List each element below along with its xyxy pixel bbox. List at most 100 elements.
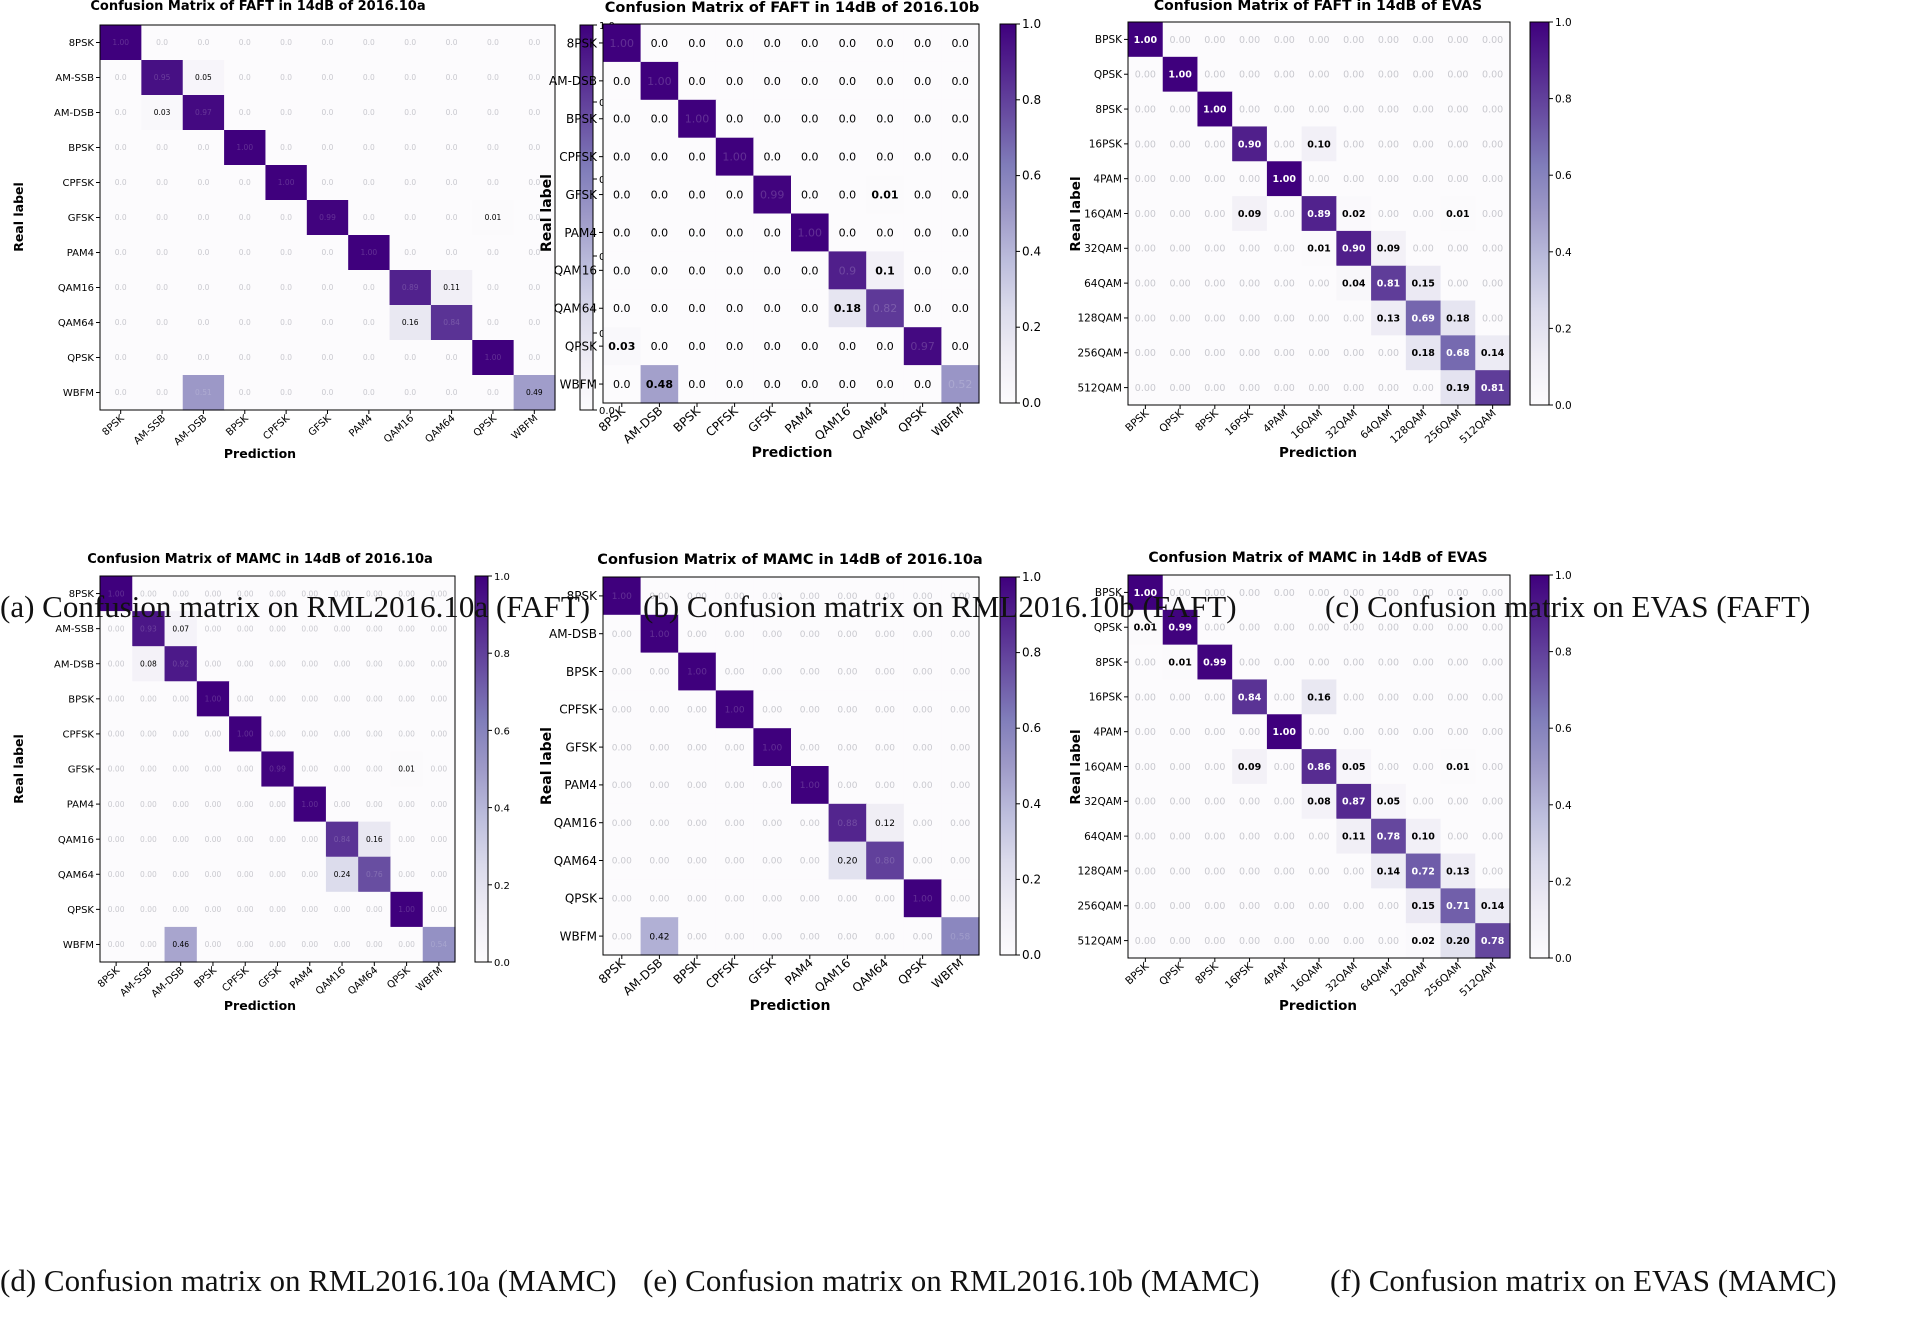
cell-label: 1.00 (1273, 174, 1297, 185)
x-tick-label: CPFSK (703, 403, 741, 439)
cell-label: 0.0 (115, 388, 127, 397)
heatmap-cell (1162, 783, 1199, 820)
chart-title: Confusion Matrix of FAFT in 14dB of 2016… (605, 0, 980, 16)
cell-label: 0.00 (1204, 797, 1225, 808)
heatmap-cell (1232, 91, 1268, 128)
cell-label: 0.00 (687, 592, 707, 602)
cell-label: 0.87 (1342, 797, 1365, 808)
heatmap-cell (1128, 575, 1164, 611)
x-tick-label: QPSK (895, 403, 929, 436)
heatmap-cell (1162, 714, 1199, 750)
heatmap-cell (229, 786, 262, 823)
cell-label: 0.00 (1170, 139, 1191, 150)
cell-label: 0.0 (156, 388, 168, 397)
heatmap-cell (715, 175, 754, 215)
x-tick-label: 16QAM (1289, 960, 1325, 994)
heatmap-cell (1371, 196, 1407, 232)
heatmap-cell (293, 681, 327, 717)
x-axis-label: Prediction (1279, 998, 1357, 1014)
heatmap-cell (100, 340, 142, 376)
heatmap-cell (903, 99, 942, 139)
cell-label: 0.00 (1308, 901, 1329, 912)
heatmap-cell (513, 270, 556, 306)
cell-label: 0.00 (913, 743, 933, 753)
heatmap-cell (182, 60, 225, 96)
cell-label: 0.0 (404, 178, 416, 187)
cell-label: 0.00 (800, 630, 820, 640)
cell-label: 0.0 (363, 178, 375, 187)
heatmap-cell (791, 175, 830, 215)
cell-label: 0.0 (528, 248, 540, 257)
heatmap-cell (1301, 714, 1337, 750)
heatmap-cell (141, 60, 184, 96)
heatmap-cell (389, 305, 432, 341)
cell-label: 0.0 (876, 113, 894, 126)
heatmap-cell (1336, 91, 1372, 128)
heatmap-cell (100, 235, 142, 271)
cell-label: 0.00 (1274, 209, 1295, 220)
cell-label: 0.00 (431, 730, 448, 739)
heatmap-cell (229, 891, 262, 928)
heatmap-cell (348, 305, 391, 341)
heatmap-cell (1266, 923, 1303, 959)
cell-label: 0.00 (649, 668, 669, 678)
heatmap-cell (390, 611, 424, 647)
heatmap-cell (1440, 161, 1476, 197)
cell-label: 0.0 (528, 213, 540, 222)
heatmap-cell (196, 856, 230, 893)
heatmap-cell (265, 235, 308, 271)
cell-label: 0.00 (205, 589, 222, 598)
cell-label: 0.0 (651, 189, 669, 202)
heatmap-cell (1475, 91, 1511, 128)
cell-label: 0.0 (651, 264, 669, 277)
heatmap-cell (1475, 265, 1511, 302)
y-tick-label: 64QAM (1084, 831, 1122, 843)
heatmap-cell (1301, 161, 1337, 197)
cell-label: 0.00 (1343, 383, 1364, 394)
heatmap-cell (164, 926, 198, 963)
cell-label: 0.00 (1482, 35, 1503, 46)
heatmap-cell (164, 751, 198, 788)
cell-label: 1.00 (685, 113, 710, 126)
cell-label: 0.00 (687, 706, 707, 716)
y-tick-label: 8PSK (69, 589, 95, 600)
heatmap-cell (1440, 853, 1476, 889)
y-tick-label: 16QAM (1084, 761, 1122, 773)
cell-label: 0.0 (363, 353, 375, 362)
cell-label: 0.00 (237, 695, 254, 704)
cell-label: 1.00 (485, 353, 502, 362)
heatmap-cell (261, 751, 295, 788)
heatmap-cell (715, 577, 754, 616)
cell-label: 0.0 (528, 108, 540, 117)
heatmap-cell (1336, 161, 1372, 197)
cell-label: 0.00 (237, 624, 254, 633)
cell-label: 0.00 (1482, 139, 1503, 150)
heatmap-cell (1371, 853, 1407, 889)
cell-label: 0.0 (115, 73, 127, 82)
heatmap-cell (640, 690, 679, 729)
cell-label: 0.00 (1343, 104, 1364, 115)
x-axis-label: Prediction (1279, 445, 1357, 461)
y-tick-label: WBFM (560, 929, 597, 943)
heatmap-cell (791, 251, 830, 290)
heatmap-cell (1232, 126, 1268, 162)
heatmap-cell (513, 235, 556, 271)
heatmap-cell (132, 681, 166, 717)
heatmap-cell (753, 652, 792, 691)
cell-label: 0.11 (443, 283, 460, 292)
cell-label: 0.00 (1239, 936, 1260, 947)
heatmap-cell (182, 130, 225, 166)
heatmap-cell (1405, 923, 1442, 959)
heatmap-cell (941, 137, 980, 177)
cell-label: 0.0 (801, 151, 819, 164)
cell-label: 0.00 (1343, 70, 1364, 81)
caption-d: (d) Confusion matrix on RML2016.10a (MAM… (0, 1263, 617, 1298)
heatmap-cell (390, 716, 424, 753)
cell-label: 0.00 (725, 819, 745, 829)
heatmap-cell (293, 751, 327, 788)
cell-label: 0.0 (839, 37, 857, 50)
cell-label: 0.00 (1135, 104, 1156, 115)
cell-label: 0.00 (725, 630, 745, 640)
cell-label: 1.00 (301, 800, 318, 809)
y-tick-label: 4PAM (1093, 726, 1122, 738)
